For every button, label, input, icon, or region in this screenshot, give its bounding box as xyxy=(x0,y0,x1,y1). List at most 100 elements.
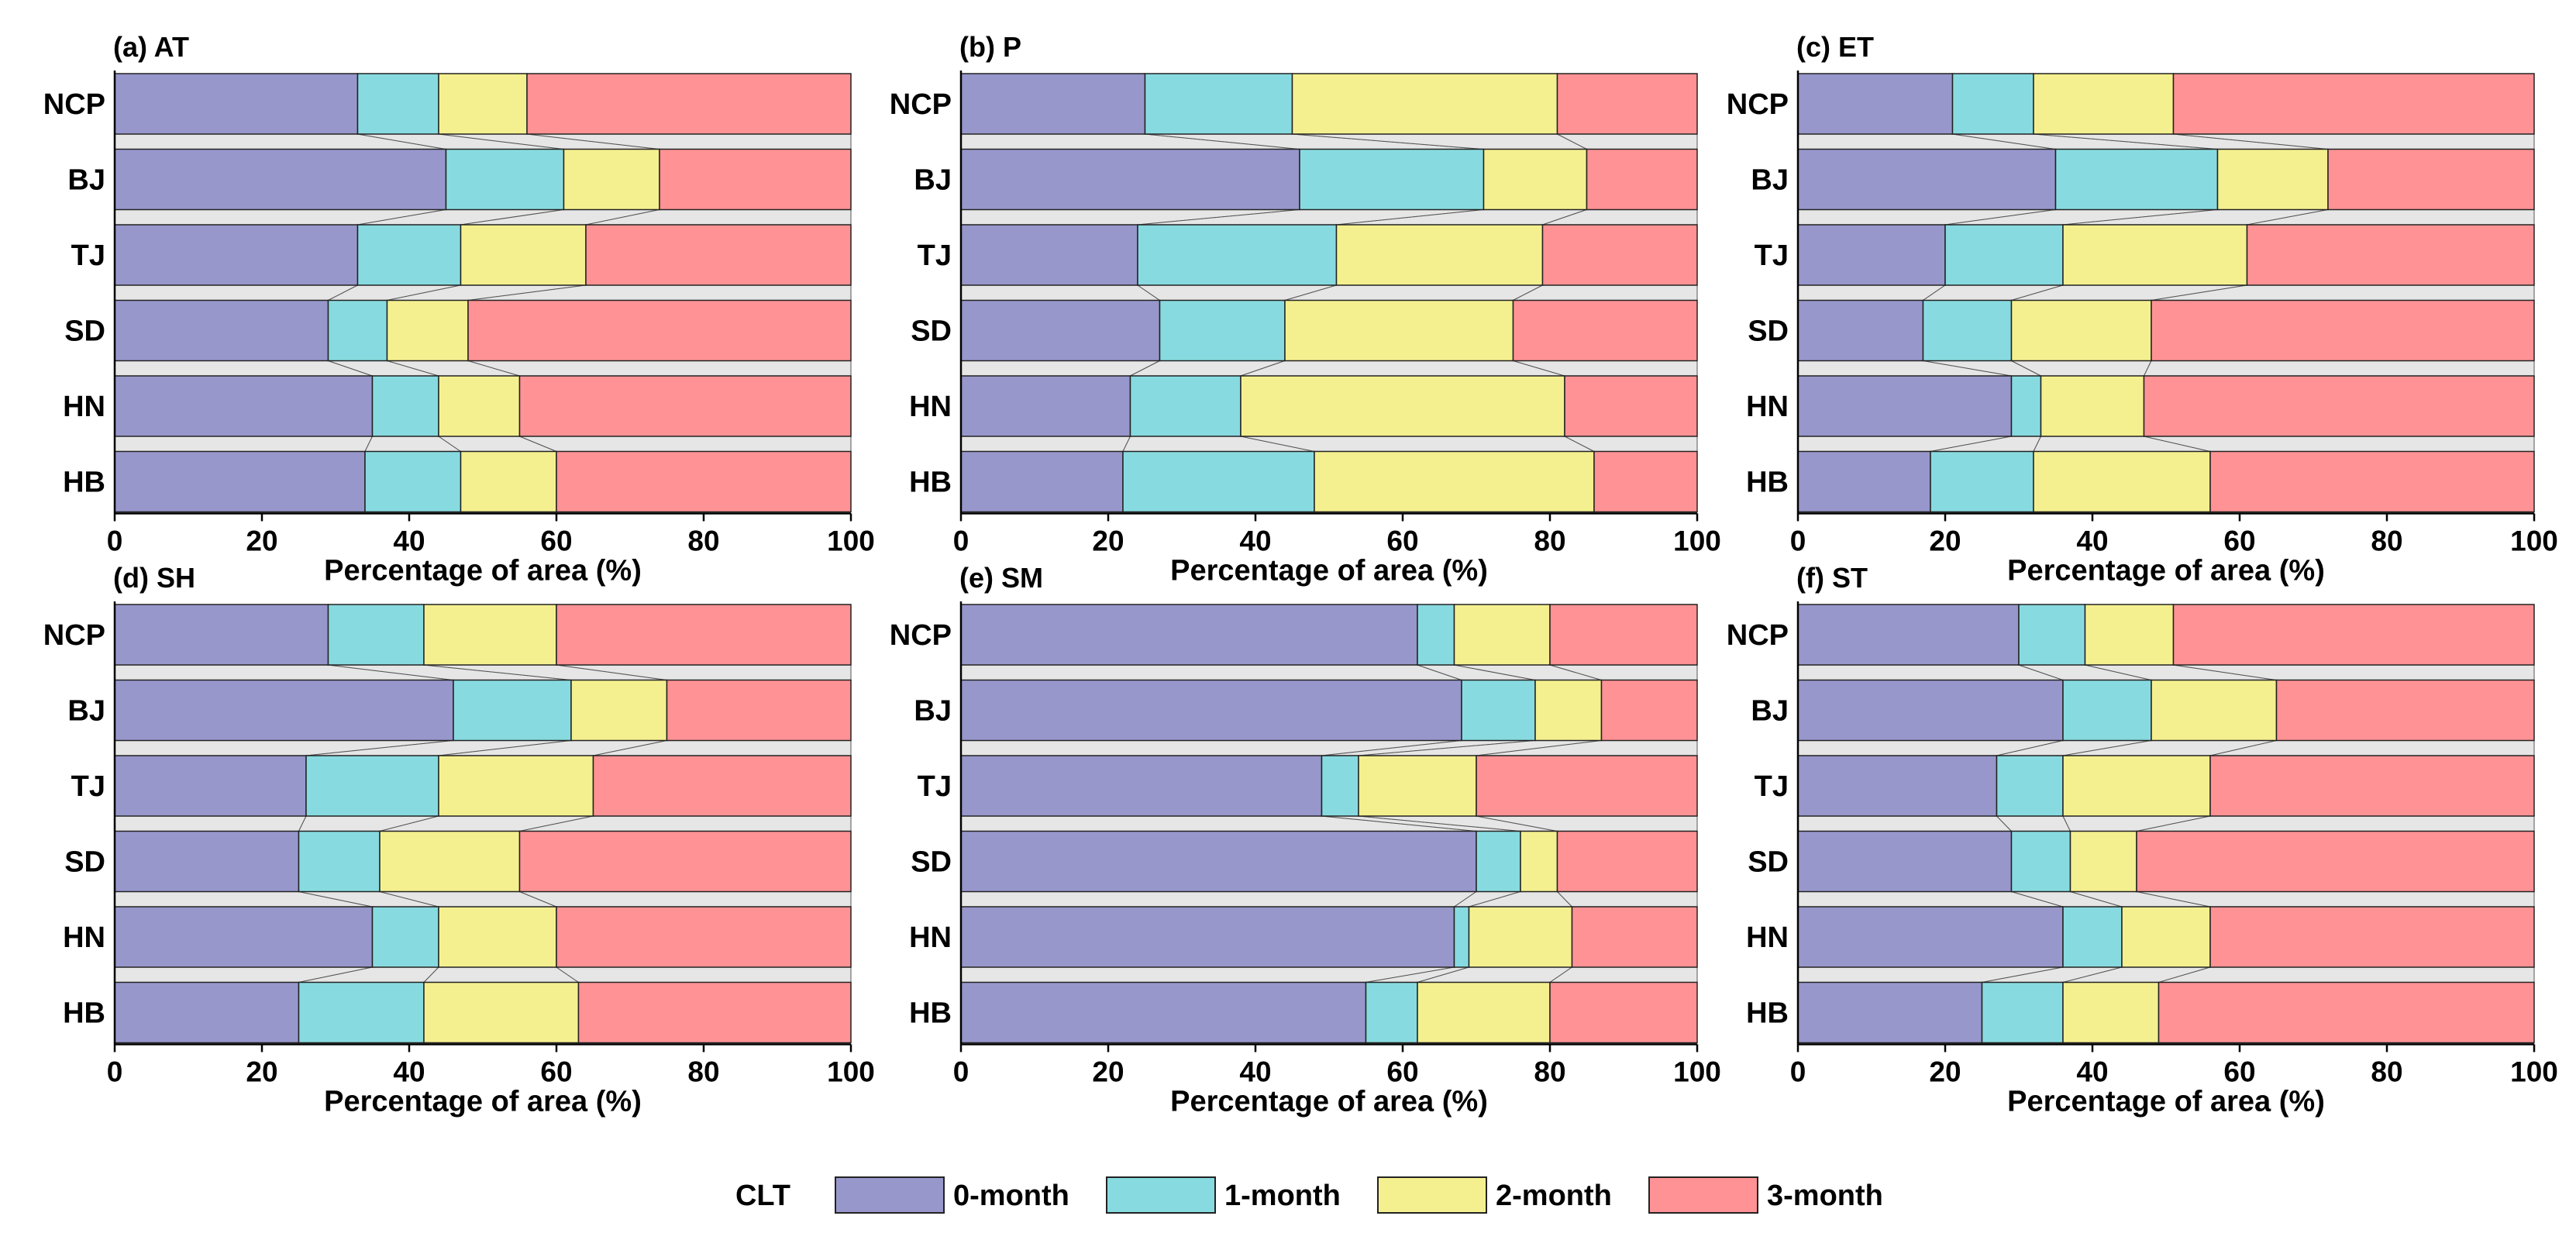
category-label: HB xyxy=(909,997,952,1030)
bar-hn-2-month xyxy=(438,906,557,968)
x-tick-label: 20 xyxy=(1092,1056,1124,1088)
bar-hb-1-month xyxy=(1365,981,1418,1044)
bar-hn-1-month xyxy=(1453,906,1470,968)
bar-sd-1-month xyxy=(1476,830,1521,893)
bar-sd-0-month xyxy=(960,299,1161,362)
bar-sd-1-month xyxy=(1159,299,1286,362)
bar-hn-0-month xyxy=(960,375,1131,437)
bar-hn-0-month xyxy=(114,906,374,968)
legend-swatch-3-month xyxy=(1648,1176,1758,1214)
x-tick-label: 100 xyxy=(827,1056,875,1088)
bar-hb-0-month xyxy=(1797,450,1931,513)
bar-ncp-3-month xyxy=(1549,604,1698,666)
bar-hb-3-month xyxy=(1593,450,1698,513)
bar-ncp-1-month xyxy=(356,73,439,135)
x-tick-label: 100 xyxy=(2510,1056,2558,1088)
category-label: SD xyxy=(64,846,105,879)
bar-bj-2-month xyxy=(2216,148,2329,211)
category-label: HB xyxy=(1746,467,1789,499)
bar-sd-2-month xyxy=(1284,299,1514,362)
category-label: HB xyxy=(909,467,952,499)
bar-hb-2-month xyxy=(2062,981,2160,1044)
legend-label-0-month: 0-month xyxy=(953,1180,1069,1212)
bar-ncp-3-month xyxy=(556,604,852,666)
bar-hb-1-month xyxy=(298,981,425,1044)
x-tick-label: 20 xyxy=(246,1056,277,1088)
bar-tj-1-month xyxy=(356,224,462,286)
bar-ncp-1-month xyxy=(327,604,425,666)
bar-hn-2-month xyxy=(1468,906,1573,968)
bar-hn-1-month xyxy=(1129,375,1242,437)
x-tick-label: 20 xyxy=(1929,525,1961,557)
bar-sd-1-month xyxy=(298,830,381,893)
legend-swatch-2-month xyxy=(1377,1176,1487,1214)
bar-ncp-0-month xyxy=(960,73,1146,135)
bar-bj-2-month xyxy=(2151,679,2278,742)
bar-hn-2-month xyxy=(2040,375,2145,437)
bar-ncp-1-month xyxy=(1144,73,1293,135)
x-tick-label: 100 xyxy=(827,525,875,557)
connectors xyxy=(960,664,1698,983)
bar-tj-1-month xyxy=(1996,755,2064,817)
x-tick-label: 80 xyxy=(2371,1056,2402,1088)
legend-title: CLT xyxy=(735,1180,790,1212)
category-label: BJ xyxy=(67,695,105,728)
connector-0-month xyxy=(114,284,358,301)
bar-hb-2-month xyxy=(460,450,557,513)
connector-3-month xyxy=(1513,284,1698,301)
category-label: TJ xyxy=(71,770,105,803)
connector-0-month xyxy=(1797,284,1947,301)
bar-hb-3-month xyxy=(2158,981,2535,1044)
bar-tj-2-month xyxy=(2062,224,2248,286)
x-axis-title: Percentage of area (%) xyxy=(324,1086,642,1118)
connector-3-month xyxy=(2143,360,2535,377)
bar-hn-0-month xyxy=(114,375,374,437)
bar-ncp-0-month xyxy=(114,73,359,135)
bar-tj-2-month xyxy=(1335,224,1544,286)
category-label: BJ xyxy=(67,164,105,197)
bar-hb-3-month xyxy=(556,450,852,513)
x-tick-label: 20 xyxy=(246,525,277,557)
bar-bj-1-month xyxy=(453,679,572,742)
panel-title: (f) ST xyxy=(1796,562,1868,594)
connector-0-month xyxy=(1797,664,2064,680)
bar-sd-0-month xyxy=(1797,299,1924,362)
bar-bj-2-month xyxy=(570,679,668,742)
bar-sd-2-month xyxy=(379,830,521,893)
bar-hn-1-month xyxy=(371,906,439,968)
bar-tj-3-month xyxy=(2246,224,2535,286)
bar-hn-0-month xyxy=(1797,906,2064,968)
bar-bj-2-month xyxy=(563,148,660,211)
bar-bj-2-month xyxy=(1483,148,1588,211)
bar-tj-2-month xyxy=(1358,755,1477,817)
bar-tj-2-month xyxy=(438,755,594,817)
category-label: TJ xyxy=(918,239,952,272)
bar-hb-1-month xyxy=(364,450,462,513)
x-tick-label: 60 xyxy=(540,1056,572,1088)
legend-swatch-0-month xyxy=(835,1176,945,1214)
connector-3-month xyxy=(1556,891,1698,908)
bar-ncp-1-month xyxy=(1951,73,2034,135)
x-tick-label: 80 xyxy=(687,525,719,557)
bar-tj-1-month xyxy=(305,755,439,817)
x-tick-label: 80 xyxy=(1534,1056,1565,1088)
category-label: SD xyxy=(911,315,952,348)
bar-bj-1-month xyxy=(2062,679,2152,742)
bar-ncp-2-month xyxy=(438,73,528,135)
bar-bj-1-month xyxy=(1461,679,1536,742)
bar-sd-3-month xyxy=(2136,830,2535,893)
connectors xyxy=(1797,133,2535,452)
bar-ncp-0-month xyxy=(960,604,1418,666)
category-label: SD xyxy=(1748,315,1789,348)
bar-sd-0-month xyxy=(114,299,329,362)
bar-sd-2-month xyxy=(386,299,469,362)
bar-tj-3-month xyxy=(585,224,852,286)
bar-bj-0-month xyxy=(1797,679,2064,742)
bar-hb-0-month xyxy=(960,450,1124,513)
bar-ncp-3-month xyxy=(526,73,852,135)
bar-hn-3-month xyxy=(1571,906,1698,968)
panel-title: (b) P xyxy=(959,31,1021,63)
category-label: NCP xyxy=(1727,619,1789,652)
connector-0-month xyxy=(114,436,374,452)
